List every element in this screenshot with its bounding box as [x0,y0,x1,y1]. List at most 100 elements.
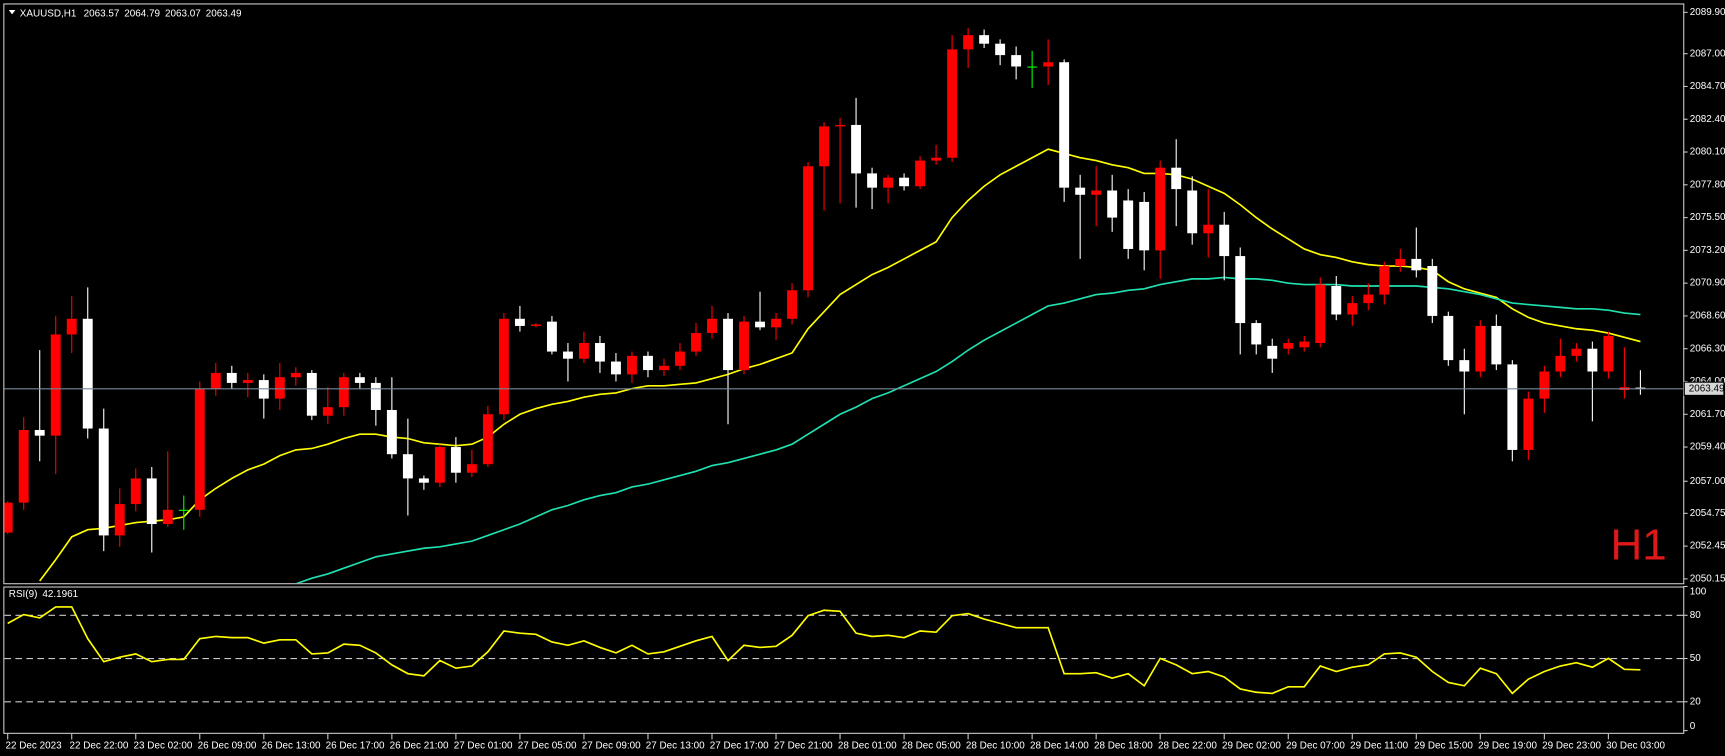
candle-body [755,321,765,328]
candle-body [867,173,878,188]
x-tick-label: 27 Dec 01:00 [454,741,513,752]
candle-body [514,318,525,326]
candle-body [1203,224,1214,234]
candle-body [1091,190,1102,195]
candle-body [723,318,733,371]
candle-body [162,509,173,525]
axes: 2089.90 2087.00 2084.70 2082.40 2080.10 2077.… [6,7,1725,752]
candle-body [1555,355,1566,372]
moving-average-line [39,148,1641,582]
candle-body [835,124,846,127]
candle-body [434,447,445,483]
candle-body [1443,315,1454,361]
x-tick-label: 27 Dec 17:00 [710,741,769,752]
candle-body [1011,55,1022,67]
y-tick-label: 2059.40 [1690,442,1725,453]
x-tick-label: 27 Dec 09:00 [582,741,641,752]
x-tick-label: 26 Dec 17:00 [326,741,385,752]
last-low: 2063.07 [165,8,201,19]
candle-body [1075,187,1086,195]
timeframe-watermark: H1 [1610,521,1666,570]
candle-body [1491,325,1502,365]
price-plot [4,28,1684,584]
candle-body [34,429,45,436]
candle-body [1411,258,1422,271]
candle-body [82,318,93,429]
candle-body [1299,341,1310,348]
y-tick-label: 2066.30 [1690,343,1725,354]
y-tick-label: 2089.90 [1690,7,1725,18]
candle-body [418,478,429,483]
chart-header: XAUUSD,H1 2063.57 2064.79 2063.07 2063.4… [20,8,242,19]
x-tick-label: 30 Dec 03:00 [1606,741,1665,752]
candle-body [787,290,797,319]
candle-body [1235,256,1246,324]
candle-body [194,388,205,510]
candle-body [466,464,477,473]
candle-body [979,35,990,44]
candle-body [498,318,509,415]
candle-body [178,509,189,511]
candle-body [1027,66,1038,68]
candle-body [1523,398,1534,450]
candle-body [386,410,397,455]
candle-body [1571,348,1582,356]
candle-body [627,355,637,375]
y-tick-label: 2075.50 [1690,212,1725,223]
y-tick-label: 2082.40 [1690,114,1725,125]
candle-body [1331,286,1342,315]
candle-body [1363,294,1374,304]
symbol: XAUUSD,H1 [20,8,77,19]
y-tick-label: 2061.70 [1690,409,1725,420]
candle-body [675,351,685,366]
x-tick-label: 23 Dec 02:00 [134,741,193,752]
y-tick-label: 2084.70 [1690,81,1725,92]
x-tick-label: 29 Dec 19:00 [1478,741,1537,752]
candle-body [1507,364,1518,450]
candle-body [851,124,862,174]
candle-body [1635,387,1646,389]
candle-body [338,377,349,408]
candle-body [803,166,813,291]
collapse-icon[interactable] [8,10,16,15]
candle-body [1219,224,1230,257]
rsi-tick-label: 50 [1690,653,1702,664]
candle-body [4,502,13,533]
candle-body [546,321,557,352]
x-tick-label: 26 Dec 09:00 [198,741,257,752]
rsi-panel-frame [3,586,1685,734]
candle-body [1123,200,1134,249]
candle-body [290,372,301,378]
candle-body [819,126,830,167]
rsi-name: RSI(9) [9,589,38,600]
x-tick-label: 22 Dec 22:00 [70,741,129,752]
candle-body [739,321,749,371]
candle-body [771,318,781,328]
x-tick-label: 28 Dec 01:00 [838,741,897,752]
candle-body [899,177,910,187]
x-tick-label: 26 Dec 13:00 [262,741,321,752]
candle-body [1315,284,1326,344]
candle-body [226,372,237,383]
candle-body [643,355,653,371]
rsi-header: RSI(9) 42.1961 [9,589,79,600]
candle-body [306,372,317,416]
x-tick-label: 27 Dec 13:00 [646,741,705,752]
y-tick-label: 2057.00 [1690,476,1725,487]
candle-body [995,43,1006,56]
x-tick-label: 28 Dec 10:00 [966,741,1025,752]
rsi-plot [4,606,1684,703]
candle-body [210,372,221,389]
candle-body [915,160,926,187]
y-tick-label: 2077.80 [1690,179,1725,190]
candle-body [1379,266,1390,295]
moving-average-line [295,276,1641,584]
x-tick-label: 29 Dec 07:00 [1286,741,1345,752]
candle-body [691,333,701,352]
candle-body [322,407,333,416]
candle-body [402,454,413,479]
y-tick-label: 2052.45 [1690,541,1725,552]
candle-body [947,49,958,158]
candle-body [1347,303,1358,315]
candle-body [146,478,157,525]
